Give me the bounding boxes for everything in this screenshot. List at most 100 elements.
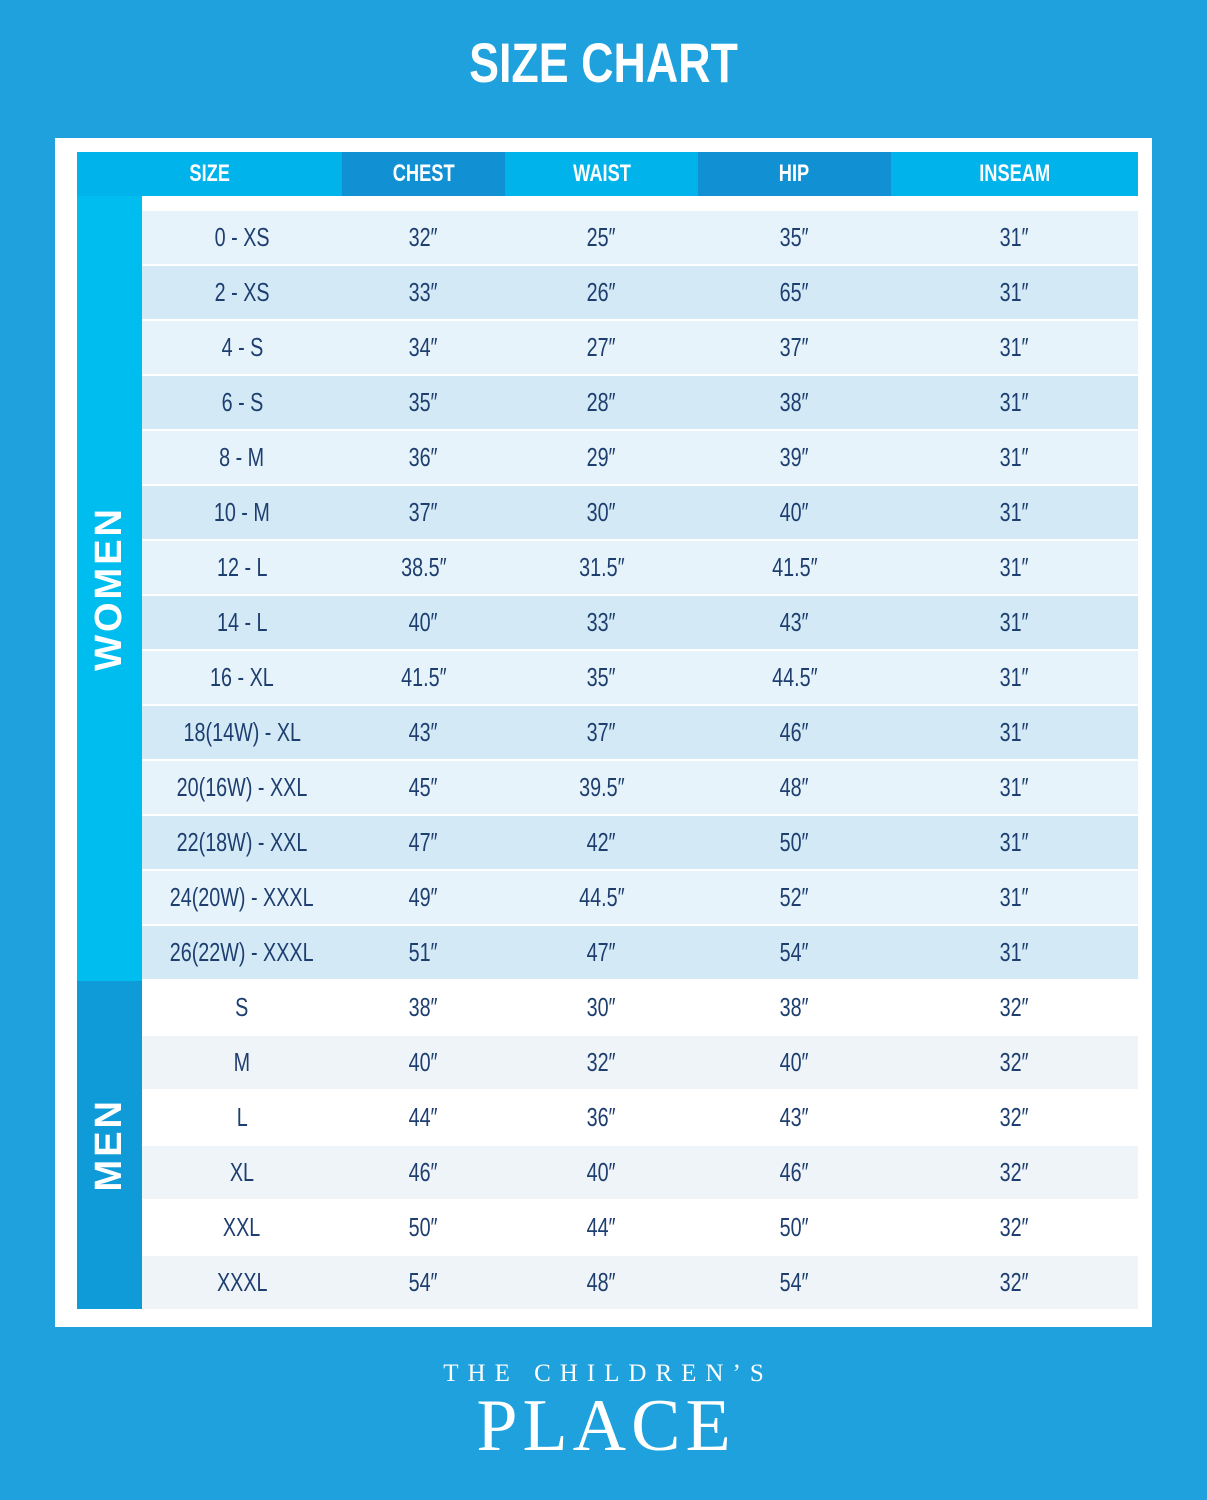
header-waist: WAIST — [505, 152, 698, 196]
header-hip-label: HIP — [779, 160, 810, 187]
table-row: 4 - S 34″ 27″ 37″ 31″ — [142, 321, 1138, 374]
table-row: 16 - XL 41.5″ 35″ 44.5″ 31″ — [142, 651, 1138, 704]
cell-hip: 40″ — [698, 486, 891, 539]
cell-inseam: 31″ — [891, 211, 1138, 264]
cell-inseam: 31″ — [891, 596, 1138, 649]
cell-text: XXXL — [216, 1267, 268, 1297]
cell-text: 46″ — [780, 1157, 809, 1187]
cell-text: 54″ — [780, 937, 809, 967]
cell-text: 50″ — [780, 827, 809, 857]
header-inseam: INSEAM — [891, 152, 1138, 196]
cell-text: 6 - S — [221, 387, 263, 417]
cell-size: 0 - XS — [142, 211, 342, 264]
cell-text: 34″ — [409, 332, 438, 362]
cell-inseam: 31″ — [891, 706, 1138, 759]
cell-text: 31″ — [1000, 552, 1029, 582]
cell-waist: 29″ — [505, 431, 698, 484]
cell-waist: 39.5″ — [505, 761, 698, 814]
cell-text: 65″ — [780, 277, 809, 307]
cell-waist: 44″ — [505, 1201, 698, 1254]
cell-size: 14 - L — [142, 596, 342, 649]
cell-hip: 38″ — [698, 981, 891, 1034]
women-rows: 0 - XS 32″ 25″ 35″ 31″ 2 - XS 33″ 26″ 65″ 31″ 4 - … — [142, 196, 1138, 981]
cell-waist: 25″ — [505, 211, 698, 264]
cell-text: 31″ — [1000, 717, 1029, 747]
cell-text: XL — [229, 1157, 255, 1187]
cell-text: 31″ — [1000, 277, 1029, 307]
table-row: 12 - L 38.5″ 31.5″ 41.5″ 31″ — [142, 541, 1138, 594]
cell-inseam: 32″ — [891, 1091, 1138, 1144]
cell-text: 32″ — [1000, 1102, 1029, 1132]
cell-text: 32″ — [587, 1047, 616, 1077]
cell-size: 16 - XL — [142, 651, 342, 704]
size-chart-table: SIZE CHEST WAIST HIP INSEAM WOMEN 0 - XS… — [55, 138, 1152, 1327]
cell-text: 31″ — [1000, 222, 1029, 252]
cell-text: 31″ — [1000, 882, 1029, 912]
cell-size: 12 - L — [142, 541, 342, 594]
cell-text: 36″ — [587, 1102, 616, 1132]
cell-text: 41.5″ — [400, 662, 447, 692]
cell-text: 44.5″ — [771, 662, 818, 692]
cell-chest: 41.5″ — [342, 651, 505, 704]
cell-inseam: 31″ — [891, 926, 1138, 979]
cell-text: 40″ — [780, 1047, 809, 1077]
cell-waist: 48″ — [505, 1256, 698, 1309]
cell-hip: 43″ — [698, 596, 891, 649]
cell-inseam: 31″ — [891, 816, 1138, 869]
cell-size: XXL — [142, 1201, 342, 1254]
cell-hip: 48″ — [698, 761, 891, 814]
cell-waist: 32″ — [505, 1036, 698, 1089]
cell-text: 43″ — [409, 717, 438, 747]
cell-text: 40″ — [587, 1157, 616, 1187]
cell-size: 6 - S — [142, 376, 342, 429]
cell-inseam: 31″ — [891, 871, 1138, 924]
header-chest-label: CHEST — [392, 160, 455, 187]
cell-size: XL — [142, 1146, 342, 1199]
cell-text: 0 - XS — [214, 222, 270, 252]
cell-text: 37″ — [587, 717, 616, 747]
men-label-bar: MEN — [77, 981, 142, 1309]
cell-text: 36″ — [409, 442, 438, 472]
cell-text: 40″ — [780, 497, 809, 527]
header-waist-label: WAIST — [572, 160, 631, 187]
cell-chest: 37″ — [342, 486, 505, 539]
cell-text: 50″ — [409, 1212, 438, 1242]
cell-text: 26″ — [587, 277, 616, 307]
cell-chest: 47″ — [342, 816, 505, 869]
cell-text: 30″ — [587, 497, 616, 527]
cell-text: 4 - S — [221, 332, 263, 362]
cell-inseam: 31″ — [891, 761, 1138, 814]
table-body: WOMEN 0 - XS 32″ 25″ 35″ 31″ 2 - XS 33″ 26″ 65″ 3… — [77, 196, 1138, 1313]
cell-inseam: 31″ — [891, 376, 1138, 429]
cell-text: 31″ — [1000, 937, 1029, 967]
cell-size: S — [142, 981, 342, 1034]
table-row: 10 - M 37″ 30″ 40″ 31″ — [142, 486, 1138, 539]
cell-hip: 52″ — [698, 871, 891, 924]
cell-text: 31″ — [1000, 662, 1029, 692]
table-header-row: SIZE CHEST WAIST HIP INSEAM — [77, 152, 1138, 196]
cell-chest: 45″ — [342, 761, 505, 814]
cell-hip: 46″ — [698, 706, 891, 759]
cell-size: 2 - XS — [142, 266, 342, 319]
cell-text: 31″ — [1000, 827, 1029, 857]
cell-text: 54″ — [780, 1267, 809, 1297]
cell-chest: 40″ — [342, 1036, 505, 1089]
section-men: MEN S 38″ 30″ 38″ 32″ M 40″ 32″ 40″ 32″ L 44″ 36″ 43″… — [77, 981, 1138, 1309]
table-row: XXXL 54″ 48″ 54″ 32″ — [142, 1256, 1138, 1309]
cell-waist: 36″ — [505, 1091, 698, 1144]
cell-text: 47″ — [587, 937, 616, 967]
cell-text: 31″ — [1000, 772, 1029, 802]
cell-text: 37″ — [409, 497, 438, 527]
cell-text: 37″ — [780, 332, 809, 362]
cell-text: 14 - L — [216, 607, 268, 637]
cell-hip: 46″ — [698, 1146, 891, 1199]
cell-text: 31″ — [1000, 607, 1029, 637]
cell-chest: 35″ — [342, 376, 505, 429]
cell-text: 31″ — [1000, 497, 1029, 527]
cell-text: 35″ — [587, 662, 616, 692]
table-row: 0 - XS 32″ 25″ 35″ 31″ — [142, 211, 1138, 264]
cell-text: 35″ — [780, 222, 809, 252]
cell-text: 46″ — [409, 1157, 438, 1187]
cell-chest: 33″ — [342, 266, 505, 319]
cell-text: 40″ — [409, 607, 438, 637]
